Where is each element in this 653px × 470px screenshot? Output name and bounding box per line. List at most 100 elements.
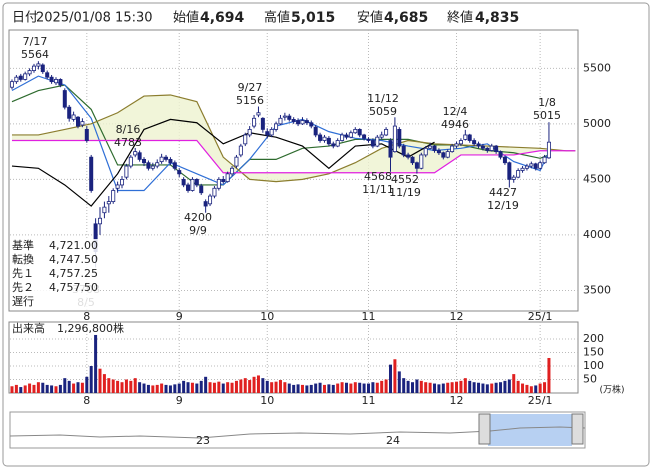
x-tick-label: 12 <box>450 394 464 407</box>
volume-bar <box>402 378 406 393</box>
volume-bar <box>243 378 247 393</box>
volume-bar <box>173 384 177 393</box>
candle-body <box>142 158 147 164</box>
candle-body <box>304 120 309 124</box>
candle-body <box>542 156 547 164</box>
volume-bar <box>14 384 18 393</box>
field-label: 日付 <box>12 11 38 26</box>
annotation-date: 11/19 <box>389 186 421 199</box>
navigator-handle-right[interactable] <box>571 413 584 445</box>
volume-bar <box>309 384 313 393</box>
candle-body <box>366 139 371 141</box>
field-value: 5,015 <box>291 10 335 26</box>
volume-bar <box>256 375 260 393</box>
candle-body <box>463 134 468 140</box>
volume-bar <box>296 384 300 393</box>
candle-body <box>23 73 28 80</box>
volume-bar <box>415 379 419 393</box>
volume-bar <box>270 382 274 393</box>
legend-name: 先１ <box>12 267 34 280</box>
candle-body <box>414 162 419 169</box>
volume-bar <box>481 383 485 393</box>
candle-body <box>357 129 362 136</box>
candle-body <box>331 143 336 147</box>
annotation-price: 5015 <box>533 109 561 122</box>
candle-body <box>115 184 120 189</box>
volume-bar <box>477 382 481 393</box>
candle-body <box>370 140 375 147</box>
volume-bar <box>107 378 111 393</box>
candle-body <box>159 156 164 163</box>
candle-body <box>76 116 81 127</box>
x-tick-label: 11 <box>361 310 375 323</box>
navigator-label: 24 <box>386 434 400 447</box>
candle-body <box>472 140 477 145</box>
volume-bar <box>265 380 269 393</box>
candle-body <box>300 120 305 125</box>
candle-body <box>476 143 481 147</box>
legend-box <box>10 239 100 310</box>
field-value: 4,694 <box>200 10 245 26</box>
candle-body <box>511 176 516 180</box>
volume-bar <box>534 385 538 393</box>
y-tick-label: 200 <box>583 332 604 345</box>
annotation-price: 4783 <box>114 136 142 149</box>
candle-body <box>18 75 23 80</box>
volume-bar <box>94 334 98 393</box>
volume-bar <box>221 383 225 393</box>
indicator-line <box>11 118 435 207</box>
volume-bar <box>529 386 533 393</box>
volume-bar <box>419 380 423 393</box>
navigator-handle-left[interactable] <box>478 413 491 445</box>
candle-body <box>208 195 213 205</box>
volume-bar <box>85 376 89 393</box>
volume-bar <box>129 380 133 393</box>
candle-body <box>401 145 406 156</box>
y-tick-label: 5000 <box>583 117 611 130</box>
candle-body <box>296 120 301 125</box>
volume-bar <box>393 359 397 393</box>
volume-bar <box>138 382 142 393</box>
candle-body <box>150 165 155 169</box>
field-label: 始値 <box>173 10 199 26</box>
candle-body <box>282 115 287 118</box>
volume-bar <box>58 384 62 393</box>
volume-bar <box>146 384 150 393</box>
volume-bar <box>507 379 511 393</box>
candle-body <box>309 122 314 127</box>
x-tick-label: 10 <box>260 310 274 323</box>
candle-body <box>194 178 199 186</box>
candle-body <box>546 141 551 159</box>
volume-bar <box>433 383 437 393</box>
volume-bar <box>239 379 243 393</box>
annotation-date: 9/9 <box>189 224 207 237</box>
volume-bar <box>424 382 428 393</box>
candle-body <box>502 156 507 164</box>
y-tick-label: 4000 <box>583 228 611 241</box>
candle-body <box>190 178 195 191</box>
candle-body <box>494 145 499 153</box>
candle-body <box>485 147 490 151</box>
candle-body <box>62 90 67 108</box>
legend-value: 4,757.50 <box>49 281 98 294</box>
candle-body <box>212 187 217 197</box>
candle-body <box>278 117 283 125</box>
candle-body <box>84 129 89 141</box>
volume-bar <box>358 382 362 393</box>
candle-body <box>234 156 239 167</box>
candle-body <box>516 170 521 178</box>
candle-body <box>318 134 323 141</box>
volume-bar <box>32 384 36 393</box>
legend-name: 転換 <box>12 253 34 266</box>
candle-body <box>252 117 257 127</box>
volume-bar <box>230 382 234 393</box>
annotation-date: 12/4 <box>443 105 468 118</box>
x-tick-label: 8 <box>83 394 90 407</box>
candle-body <box>98 217 103 225</box>
volume-bar <box>217 381 221 393</box>
volume-bar <box>437 384 441 393</box>
candle-body <box>177 170 182 175</box>
candle-body <box>326 137 331 145</box>
candle-body <box>243 134 248 145</box>
candle-body <box>507 162 512 180</box>
